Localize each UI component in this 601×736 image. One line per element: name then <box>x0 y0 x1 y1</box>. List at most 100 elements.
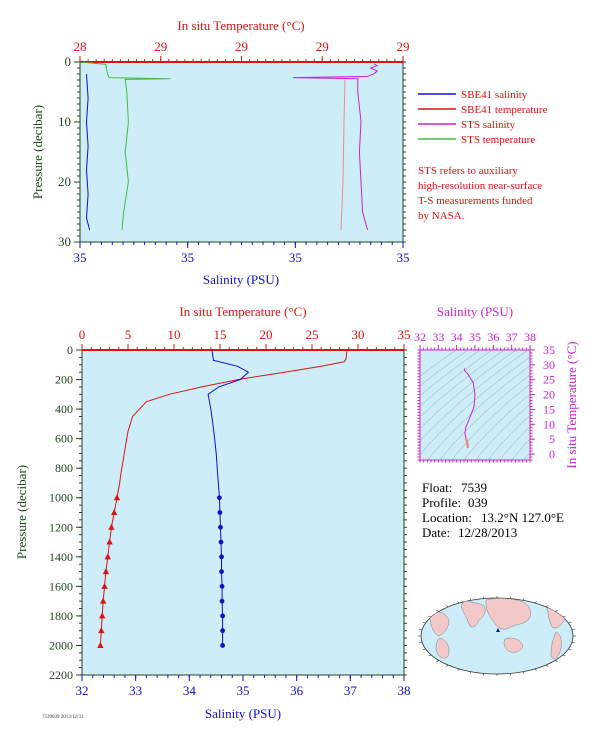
ts-density-contour <box>475 403 530 460</box>
ts-sal-tick-label: 36 <box>487 330 499 344</box>
main-chart-salinity-ticks: 32 33 34 35 36 37 38 <box>76 675 411 698</box>
legend-note-line: STS refers to auxiliary <box>418 165 518 177</box>
main-pressure-tick-label: 2200 <box>49 668 73 682</box>
location-value: 13.2°N 127.0°E <box>481 510 564 525</box>
ts-sal-tick-label: 35 <box>469 330 481 344</box>
top-chart-pressure-axis-title: Pressure (decibar) <box>30 105 45 199</box>
main-pressure-tick-label: 800 <box>55 461 73 475</box>
ts-density-contours <box>420 350 530 460</box>
legend-label: SBE41 salinity <box>461 89 528 101</box>
top-pressure-tick-label: 30 <box>58 234 71 249</box>
ts-temp-tick-label: 15 <box>543 402 555 416</box>
ts-density-contour <box>420 350 457 377</box>
location-map <box>418 596 576 676</box>
main-temperature-marker <box>113 494 121 501</box>
float-info: Float: 7539 Profile: 039 Location: 13.2°… <box>422 480 564 540</box>
main-sal-tick-label: 32 <box>76 683 89 698</box>
ts-density-contour <box>451 383 530 460</box>
ts-temp-tick-label: 25 <box>543 373 555 387</box>
top-series-line <box>293 63 379 231</box>
main-temperature-marker <box>99 597 107 604</box>
ts-density-contour <box>463 393 530 460</box>
legend-label: SBE41 temperature <box>461 104 548 116</box>
ts-temp-tick-label: 0 <box>549 447 555 461</box>
main-chart-pressure-axis-title: Pressure (decibar) <box>14 465 29 559</box>
ts-density-contour <box>427 365 530 460</box>
map-frame-tick <box>509 596 512 599</box>
top-pressure-tick-label: 0 <box>65 54 72 69</box>
top-temp-tick-label: 28 <box>74 39 87 54</box>
top-temp-tick-label: 29 <box>397 39 410 54</box>
ts-temp-tick-label: 10 <box>543 417 555 431</box>
top-series-line <box>80 62 171 231</box>
map-frame-tick <box>482 596 485 599</box>
footer-code: 7539039 2013/12/31 <box>42 715 84 720</box>
main-temperature-marker <box>98 627 105 634</box>
ts-density-contour <box>420 350 529 442</box>
map-frame-tick <box>555 660 558 662</box>
map-float-marker <box>496 628 500 632</box>
map-frame-tick <box>482 673 485 676</box>
legend-label: STS salinity <box>461 119 516 131</box>
map-frame-tick <box>534 668 537 671</box>
top-chart-pressure-ticks: 0 10 20 30 <box>58 54 406 249</box>
ts-density-contour <box>487 414 530 460</box>
main-salinity-marker <box>218 524 223 530</box>
ts-density-contour <box>420 350 505 418</box>
top-chart-temperature-ticks: 28 29 29 29 29 <box>74 39 410 63</box>
ts-density-contour <box>511 438 530 460</box>
ts-temp-tick-label: 30 <box>543 358 555 372</box>
map-frame-tick <box>469 598 472 601</box>
top-chart-salinity-ticks: 35 35 35 35 <box>74 242 410 265</box>
top-sal-tick-label: 35 <box>289 250 302 265</box>
main-pressure-tick-label: 200 <box>55 373 73 387</box>
top-chart-salinity-axis-title: Salinity (PSU) <box>203 272 279 287</box>
map-frame-tick <box>457 601 460 604</box>
map-frame-tick <box>428 615 432 618</box>
float-label: Float: <box>422 480 452 495</box>
map-frame-tick <box>436 660 439 662</box>
main-temperature-marker <box>102 568 110 575</box>
main-sal-tick-label: 36 <box>290 683 304 698</box>
main-pressure-tick-label: 1000 <box>49 491 73 505</box>
main-salinity-line <box>207 350 250 646</box>
map-frame-tick <box>446 664 449 667</box>
map-frame-tick <box>568 648 572 650</box>
top-pressure-tick-label: 10 <box>58 114 71 129</box>
ts-sal-tick-label: 32 <box>414 330 426 344</box>
location-label: Location: <box>422 510 472 525</box>
main-salinity-marker <box>219 583 225 589</box>
top-temp-tick-label: 29 <box>316 39 329 54</box>
map-frame-tick <box>436 610 439 612</box>
ts-chart-salinity-axis-title: Salinity (PSU) <box>437 304 513 319</box>
main-salinity-marker <box>220 628 226 634</box>
main-pressure-tick-label: 1400 <box>49 550 73 564</box>
main-temperature-marker <box>110 509 118 515</box>
date-label: Date: <box>422 525 450 540</box>
ts-density-contour <box>499 426 530 460</box>
main-temp-tick-label: 20 <box>260 327 273 342</box>
main-pressure-tick-label: 1600 <box>49 579 73 593</box>
main-salinity-marker <box>219 569 224 574</box>
main-sal-tick-label: 33 <box>129 683 142 698</box>
main-salinity-marker <box>218 539 224 545</box>
ts-temp-tick-label: 20 <box>543 388 555 402</box>
main-salinity-marker <box>219 554 224 560</box>
map-frame-tick <box>534 601 537 604</box>
map-frame-tick <box>446 605 449 608</box>
top-temp-tick-label: 29 <box>154 39 167 54</box>
ts-density-contour <box>420 350 517 429</box>
main-temperature-marker <box>108 523 115 530</box>
ts-chart: Salinity (PSU) 32 33 34 35 36 37 38 3530252015… <box>414 304 579 469</box>
main-chart-salinity-axis-title: Salinity (PSU) <box>205 706 281 721</box>
top-chart-series <box>80 62 403 231</box>
ts-temp-tick-label: 35 <box>543 343 555 357</box>
main-pressure-tick-label: 400 <box>55 402 73 416</box>
profile-value: 039 <box>468 495 488 510</box>
ts-sal-tick-label: 37 <box>506 330 518 344</box>
top-series-line <box>85 73 91 231</box>
main-chart-pressure-ticks: 0 200 400 600 800 1000 1200 1400 1600 1800 2000 220… <box>49 343 407 682</box>
top-temp-tick-label: 29 <box>235 39 248 54</box>
main-temp-tick-label: 25 <box>306 327 319 342</box>
